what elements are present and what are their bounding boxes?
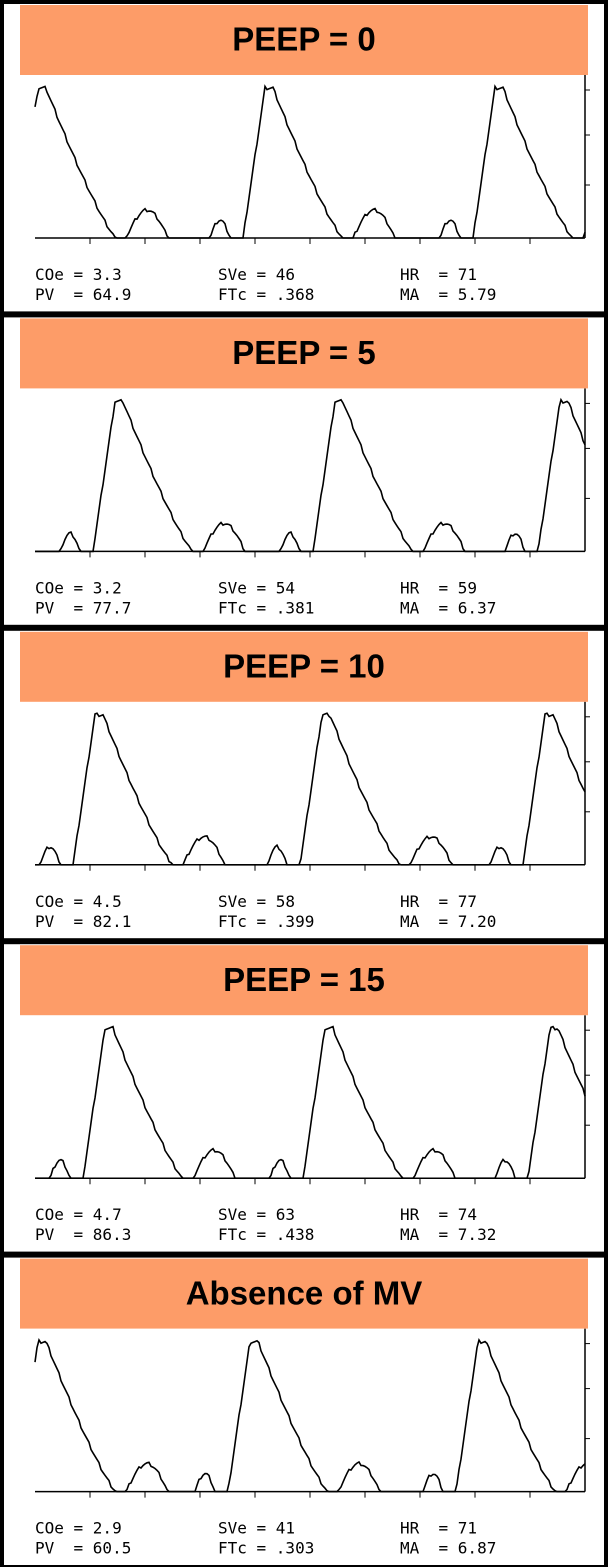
panel-title: PEEP = 10 [223,648,385,685]
reading: COe = 4.7 [35,1205,122,1224]
reading: FTc = .381 [218,598,314,617]
panel: PEEP = 15 COe = 4.7 SVe = 63 HR = 74 PV = 86… [2,942,606,1253]
reading: COe = 4.5 [35,892,122,911]
panel: Absence of MV COe = 2.9 SVe = 41 HR = 71 PV … [2,1256,606,1567]
reading: MA = 7.20 [400,912,496,931]
reading: PV = 77.7 [35,598,131,617]
panel: PEEP = 0 COe = 3.3 SVe = 46 HR = 71 PV = 64.… [2,2,606,313]
panel-title: PEEP = 5 [232,334,375,371]
reading: COe = 3.2 [35,578,122,597]
reading: HR = 77 [400,892,477,911]
reading: PV = 86.3 [35,1225,131,1244]
reading: PV = 64.9 [35,285,131,304]
reading: HR = 59 [400,578,477,597]
reading: FTc = .368 [218,285,314,304]
reading: COe = 3.3 [35,265,122,284]
reading: SVe = 41 [218,1519,295,1538]
reading: SVe = 54 [218,578,295,597]
reading: HR = 71 [400,265,477,284]
reading: FTc = .303 [218,1539,314,1558]
reading: MA = 7.32 [400,1225,496,1244]
reading: MA = 6.87 [400,1539,496,1558]
panel: PEEP = 5 COe = 3.2 SVe = 54 HR = 59 PV = 77.… [2,315,606,626]
reading: SVe = 46 [218,265,295,284]
panel-title: PEEP = 15 [223,961,385,998]
panel-title: PEEP = 0 [232,21,375,58]
panel-title: Absence of MV [186,1274,423,1311]
reading: SVe = 63 [218,1205,295,1224]
reading: HR = 74 [400,1205,477,1224]
figure: PEEP = 0 COe = 3.3 SVe = 46 HR = 71 PV = 64.… [0,0,608,1567]
reading: MA = 6.37 [400,598,496,617]
reading: FTc = .399 [218,912,314,931]
reading: PV = 60.5 [35,1539,131,1558]
reading: SVe = 58 [218,892,295,911]
reading: PV = 82.1 [35,912,131,931]
reading: HR = 71 [400,1519,477,1538]
reading: MA = 5.79 [400,285,496,304]
panel: PEEP = 10 COe = 4.5 SVe = 58 HR = 77 PV = 82… [2,629,606,940]
reading: FTc = .438 [218,1225,314,1244]
reading: COe = 2.9 [35,1519,122,1538]
